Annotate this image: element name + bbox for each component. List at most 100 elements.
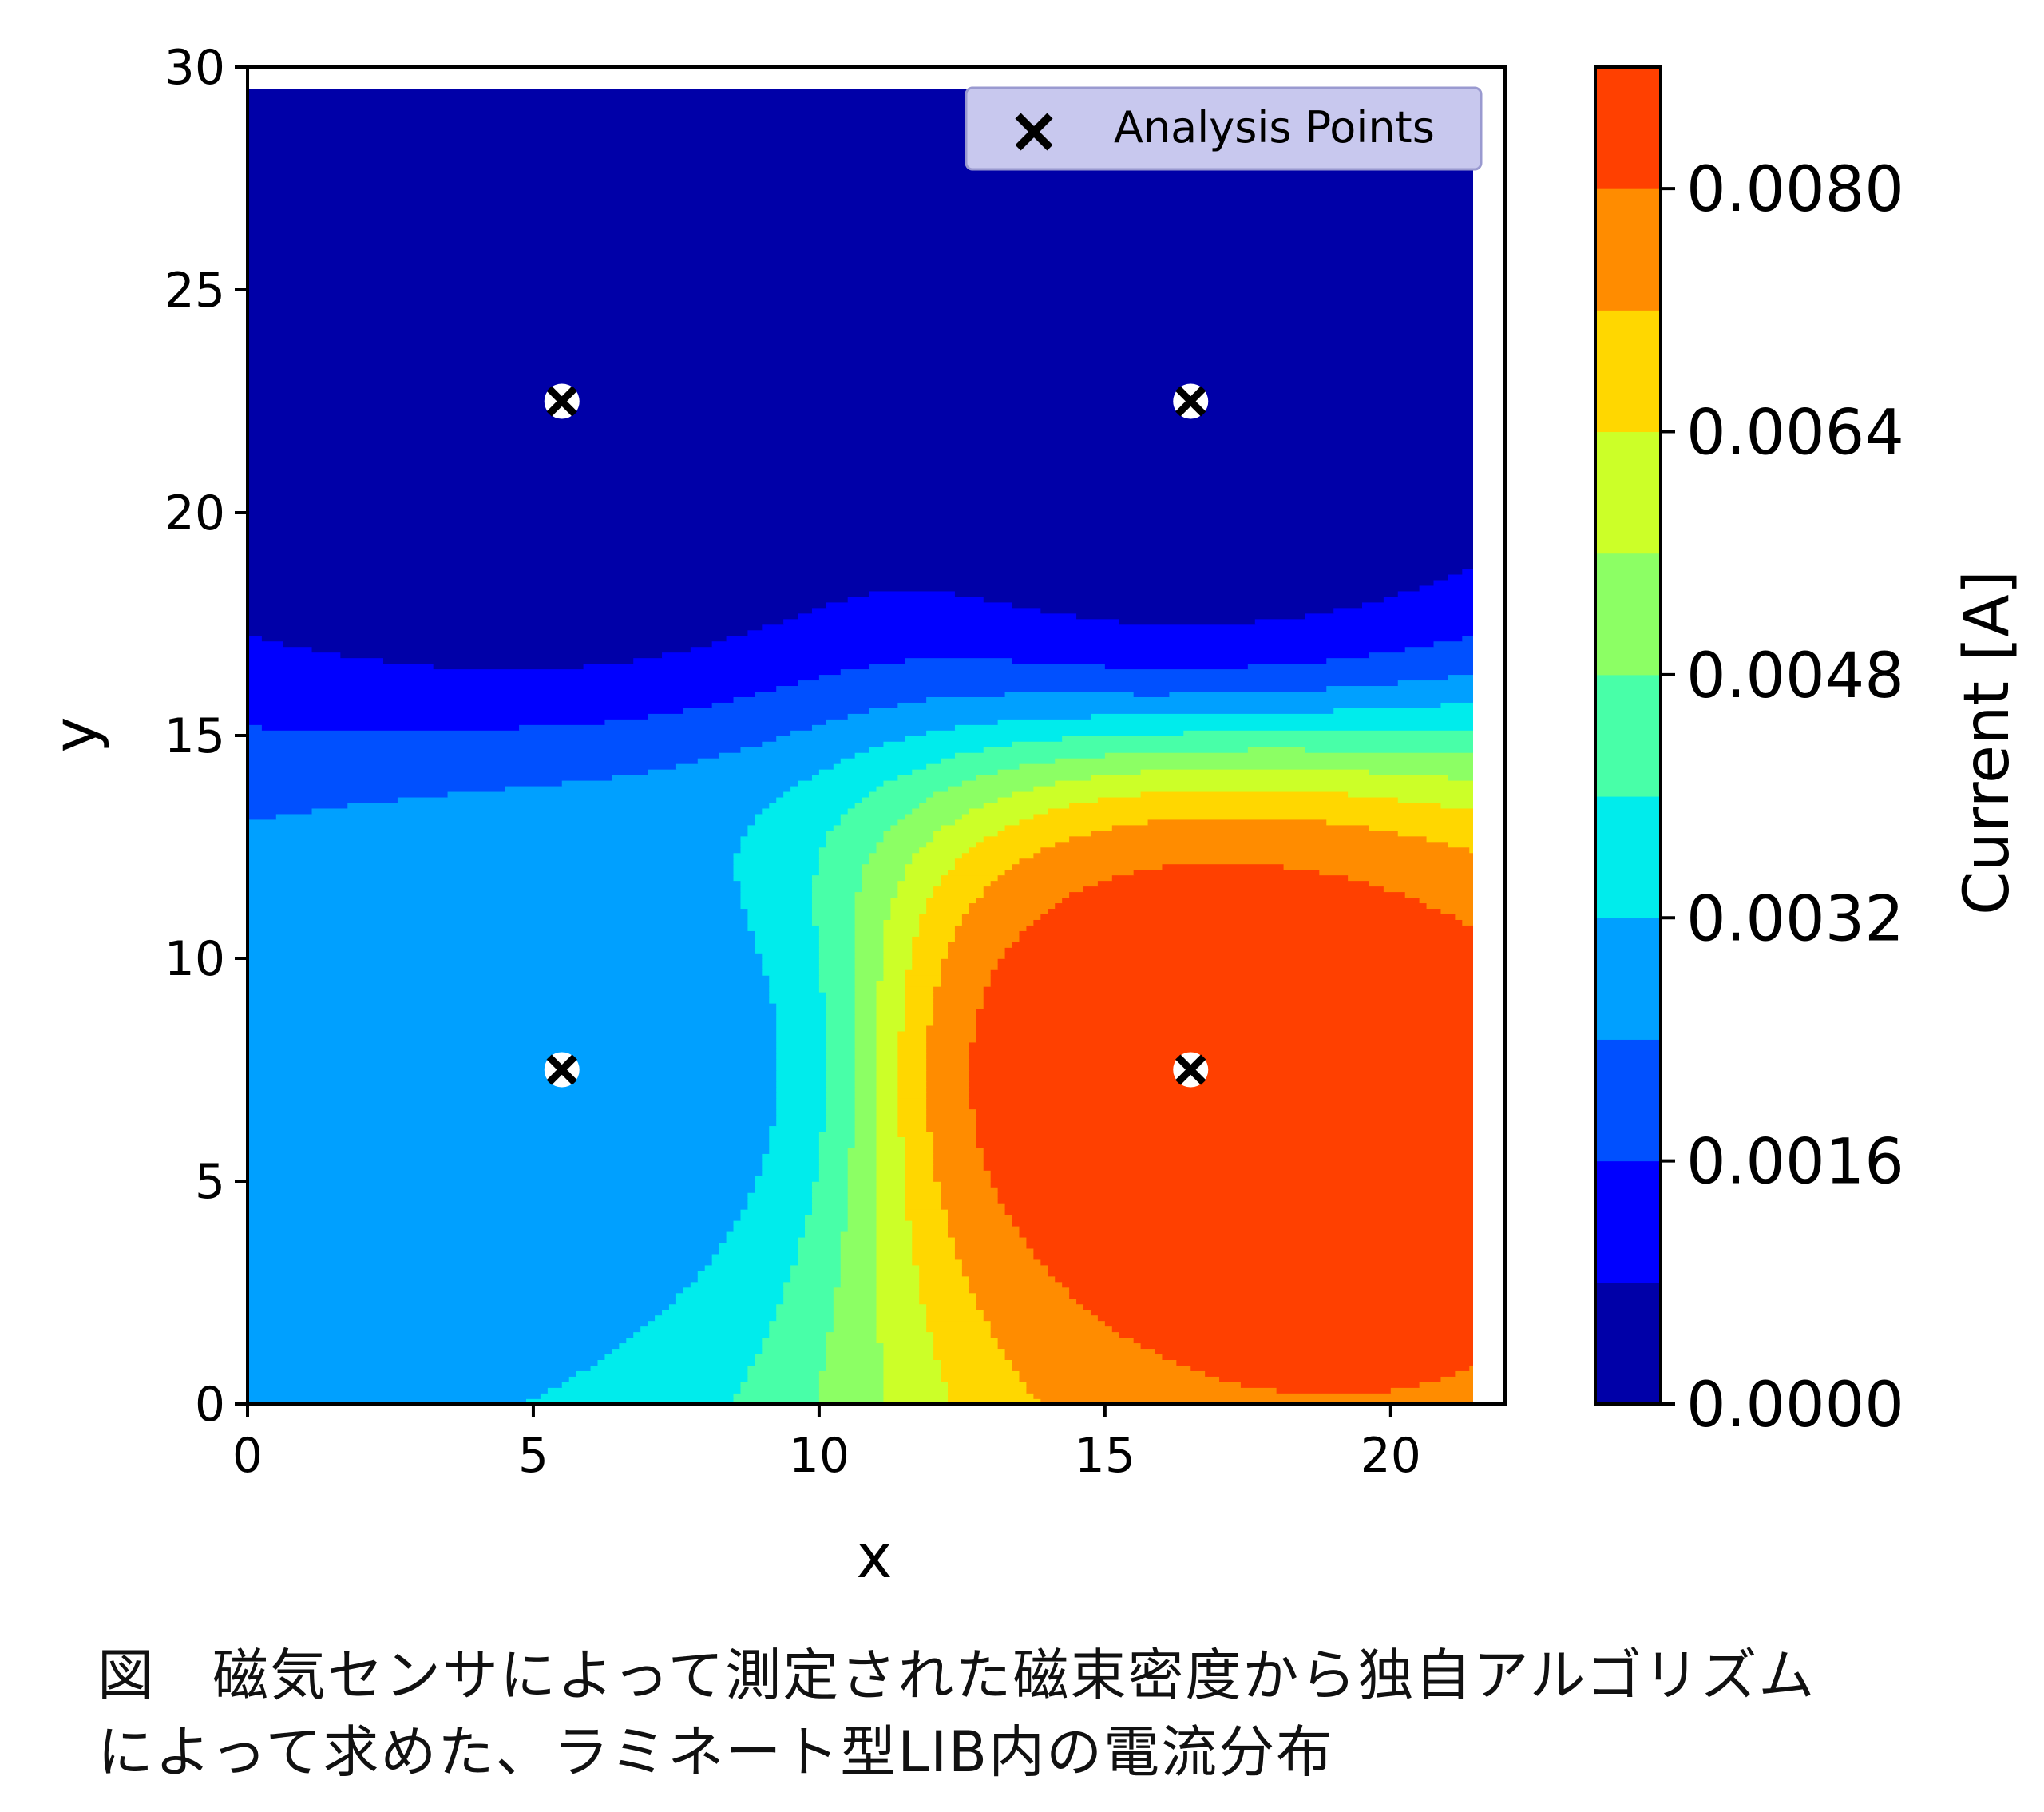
contour-cell xyxy=(941,1197,999,1204)
contour-cell xyxy=(897,1064,927,1071)
contour-cell xyxy=(926,1041,970,1049)
contour-cell xyxy=(926,897,977,904)
contour-cell xyxy=(926,1025,977,1032)
contour-cell xyxy=(933,891,984,898)
contour-cell xyxy=(811,724,956,731)
contour-cell xyxy=(648,713,849,720)
contour-cell xyxy=(818,1159,849,1165)
contour-cell xyxy=(876,1025,906,1032)
contour-cell xyxy=(933,991,984,998)
contour-cell xyxy=(769,985,820,993)
contour-cell xyxy=(876,1092,899,1099)
contour-cell xyxy=(954,751,1106,759)
contour-cell xyxy=(1048,1264,1473,1271)
contour-cell xyxy=(248,1398,527,1404)
x-tick-label: 15 xyxy=(1075,1428,1135,1484)
contour-cell xyxy=(912,1236,956,1243)
contour-cell xyxy=(933,1348,1006,1355)
contour-cell xyxy=(976,1298,1077,1305)
contour-cell xyxy=(876,1159,906,1165)
contour-cell xyxy=(1283,863,1473,870)
contour-cell xyxy=(869,852,913,859)
contour-cell xyxy=(926,763,1020,770)
contour-cell xyxy=(961,813,1035,820)
contour-cell xyxy=(941,1365,1013,1371)
contour-cell xyxy=(248,356,1473,363)
contour-cell xyxy=(933,1153,984,1160)
contour-cell xyxy=(826,1036,856,1043)
contour-cell xyxy=(248,1314,656,1322)
contour-cell xyxy=(776,1064,827,1071)
contour-cell xyxy=(740,1387,820,1394)
contour-cell xyxy=(912,807,970,815)
contour-cell xyxy=(1012,657,1328,664)
contour-cell xyxy=(876,1214,906,1221)
contour-cell xyxy=(248,172,1473,180)
contour-cell xyxy=(912,958,941,965)
contour-cell xyxy=(248,897,742,904)
contour-cell xyxy=(248,1264,706,1271)
contour-cell xyxy=(811,1181,849,1188)
contour-cell xyxy=(776,796,863,803)
contour-cell xyxy=(876,1197,906,1204)
contour-cell xyxy=(248,429,1473,436)
contour-cell xyxy=(248,507,1473,513)
contour-cell xyxy=(876,1058,899,1065)
contour-cell xyxy=(248,601,827,609)
contour-cell xyxy=(818,1153,849,1160)
contour-cell xyxy=(847,1148,877,1154)
contour-cell xyxy=(1040,914,1456,920)
contour-cell xyxy=(876,1080,899,1088)
contour-cell xyxy=(919,1298,977,1305)
contour-cell xyxy=(969,1103,1473,1110)
contour-cell xyxy=(547,1387,742,1394)
contour-cell xyxy=(933,1170,992,1176)
contour-cell xyxy=(876,1114,899,1121)
contour-cell xyxy=(883,969,906,976)
contour-cell xyxy=(248,590,870,597)
contour-cell xyxy=(704,1264,791,1271)
contour-cell xyxy=(248,1214,742,1221)
contour-cell xyxy=(883,779,963,787)
contour-cell xyxy=(976,897,1063,904)
contour-cell xyxy=(248,869,735,876)
contour-cell xyxy=(1419,585,1473,592)
contour-cell xyxy=(1004,953,1473,959)
contour-cell xyxy=(248,223,1473,230)
contour-cell xyxy=(248,969,763,976)
contour-cell xyxy=(740,841,827,848)
contour-cell xyxy=(1462,635,1473,642)
contour-cell xyxy=(805,1225,849,1232)
contour-cell xyxy=(990,1181,1473,1188)
contour-cell xyxy=(248,640,284,648)
contour-cell xyxy=(740,1214,806,1221)
contour-cell xyxy=(969,1281,1063,1288)
contour-cell xyxy=(818,1164,849,1171)
contour-cell xyxy=(248,234,1473,241)
contour-cell xyxy=(1390,1387,1473,1394)
contour-cell xyxy=(633,1331,770,1338)
contour-cell xyxy=(897,1030,927,1037)
contour-cell xyxy=(876,1242,913,1249)
contour-cell xyxy=(248,980,770,987)
contour-cell xyxy=(1090,830,1399,837)
contour-cell xyxy=(719,1242,798,1249)
contour-cell xyxy=(261,724,520,731)
contour-cell xyxy=(926,1075,970,1082)
contour-cell xyxy=(248,517,1473,525)
contour-cell xyxy=(612,1348,763,1355)
contour-cell xyxy=(1440,802,1473,809)
contour-cell xyxy=(1183,730,1473,736)
contour-cell xyxy=(1012,601,1363,609)
contour-cell xyxy=(840,813,906,820)
contour-cell xyxy=(248,273,1473,280)
contour-cell xyxy=(818,1170,849,1176)
contour-cell xyxy=(1111,874,1349,882)
contour-cell xyxy=(1069,891,1406,898)
contour-cell xyxy=(740,880,813,887)
contour-cell xyxy=(876,1041,899,1049)
contour-cell xyxy=(969,908,1049,914)
contour-cell xyxy=(248,1025,778,1032)
contour-cell xyxy=(926,1092,970,1099)
contour-cell xyxy=(826,1348,885,1355)
